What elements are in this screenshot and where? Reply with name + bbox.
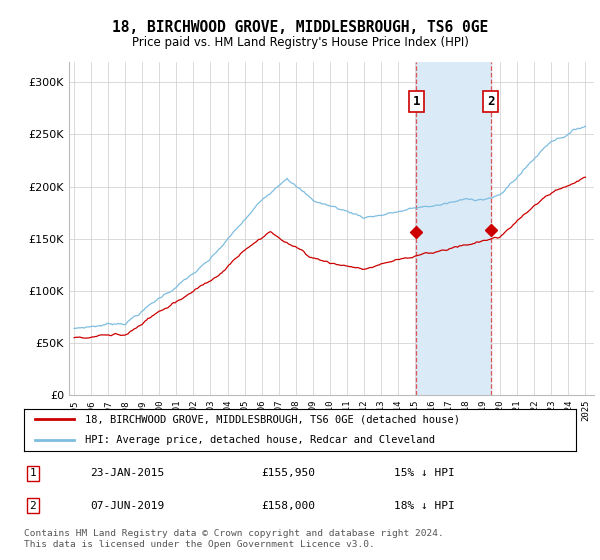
Text: HPI: Average price, detached house, Redcar and Cleveland: HPI: Average price, detached house, Redc… xyxy=(85,435,435,445)
Text: 15% ↓ HPI: 15% ↓ HPI xyxy=(394,468,455,478)
Text: 2: 2 xyxy=(29,501,36,511)
Text: 23-JAN-2015: 23-JAN-2015 xyxy=(90,468,164,478)
Text: £158,000: £158,000 xyxy=(262,501,316,511)
Text: 07-JUN-2019: 07-JUN-2019 xyxy=(90,501,164,511)
Text: 18, BIRCHWOOD GROVE, MIDDLESBROUGH, TS6 0GE: 18, BIRCHWOOD GROVE, MIDDLESBROUGH, TS6 … xyxy=(112,20,488,35)
Text: 18, BIRCHWOOD GROVE, MIDDLESBROUGH, TS6 0GE (detached house): 18, BIRCHWOOD GROVE, MIDDLESBROUGH, TS6 … xyxy=(85,414,460,424)
Text: Price paid vs. HM Land Registry's House Price Index (HPI): Price paid vs. HM Land Registry's House … xyxy=(131,36,469,49)
Text: 1: 1 xyxy=(412,95,420,108)
Bar xyxy=(416,62,491,395)
Text: 1: 1 xyxy=(29,468,36,478)
Text: Contains HM Land Registry data © Crown copyright and database right 2024.
This d: Contains HM Land Registry data © Crown c… xyxy=(24,529,444,549)
Text: £155,950: £155,950 xyxy=(262,468,316,478)
Text: 18% ↓ HPI: 18% ↓ HPI xyxy=(394,501,455,511)
Text: 2: 2 xyxy=(487,95,494,108)
